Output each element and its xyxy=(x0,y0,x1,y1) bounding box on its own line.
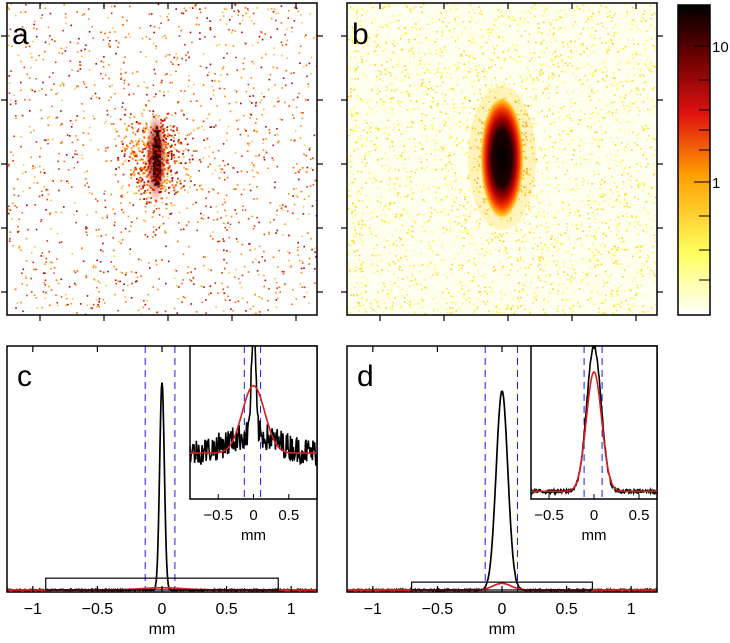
inset: −0.5 0 0.5 mm xyxy=(189,345,318,544)
inset-x-axis-label: mm xyxy=(241,527,266,544)
panel-label-a: a xyxy=(12,18,29,51)
inset: −0.5 0 0.5 mm xyxy=(530,345,658,544)
x-tick-label: 1 xyxy=(627,601,636,618)
inset-x-tick-label: −0.5 xyxy=(534,507,564,524)
inset-x-tick-label: 0 xyxy=(590,507,598,524)
panel-c: −1 −0.5 0 0.5 1 mm c −0.5 0 0.5 mm xyxy=(6,345,318,638)
inset-x-tick-label: 0 xyxy=(249,507,257,524)
panel-label-c: c xyxy=(17,360,32,393)
x-tick-label: −1 xyxy=(364,601,382,618)
inset-plot xyxy=(531,346,657,499)
inset-x-tick-label: −0.5 xyxy=(203,507,233,524)
panel-b-spot xyxy=(480,96,524,220)
series-fit xyxy=(347,582,657,591)
panel-a-spot xyxy=(152,125,162,194)
panel-a: a xyxy=(1,2,323,321)
inset-frame xyxy=(189,345,318,500)
x-axis-label: mm xyxy=(149,621,176,638)
inset-x-tick-label: 0.5 xyxy=(629,507,650,524)
x-tick-label: 0.5 xyxy=(555,601,577,618)
colorbar-tick-10: 10 xyxy=(712,39,729,56)
panel-label-b: b xyxy=(352,18,369,51)
x-tick-label: 0 xyxy=(158,601,167,618)
panel-b: b xyxy=(341,2,663,321)
panel-a-noise xyxy=(7,3,317,315)
x-axis-label: mm xyxy=(489,621,516,638)
inset-series-profile xyxy=(190,346,317,467)
inset-x-axis-label: mm xyxy=(582,527,607,544)
inset-series-fit xyxy=(531,371,657,493)
inset-frame xyxy=(530,345,658,500)
colorbar: 10 1 xyxy=(677,4,729,316)
inset-series-fit xyxy=(190,384,317,454)
x-tick-label: −1 xyxy=(24,601,42,618)
panel-label-d: d xyxy=(357,360,374,393)
x-tick-label: 0 xyxy=(498,601,507,618)
x-tick-label: 0.5 xyxy=(215,601,237,618)
x-tick-label: −0.5 xyxy=(422,601,454,618)
x-tick-label: 1 xyxy=(287,601,296,618)
inset-x-tick-label: 0.5 xyxy=(278,507,299,524)
x-tick-label: −0.5 xyxy=(82,601,114,618)
colorbar-tick-1: 1 xyxy=(712,175,720,192)
panel-d: −1 −0.5 0 0.5 1 mm d −0.5 0 0.5 mm xyxy=(346,345,658,638)
inset-plot xyxy=(190,346,317,499)
